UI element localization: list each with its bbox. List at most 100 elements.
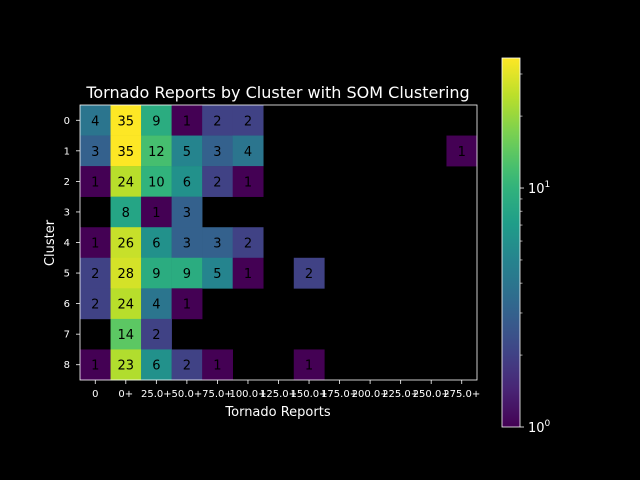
heatmap-cell xyxy=(110,105,142,136)
heatmap-cell xyxy=(171,227,203,259)
x-tick-label: 25.0+ xyxy=(141,389,172,400)
cell-value-label: 1 xyxy=(458,145,466,160)
heatmap-cell xyxy=(80,105,111,136)
cell-value-label: 6 xyxy=(183,175,191,190)
heatmap-cells: 4 35 9 1 2 23 35 12 5 3 4 11 24 10 6 2 18 1 31 26 6 3 3 22 28 9 9 5… xyxy=(80,105,478,381)
colorbar: 100 101 xyxy=(501,57,551,436)
cell-value-label: 2 xyxy=(244,114,252,129)
heatmap-cell xyxy=(202,227,233,259)
cell-value-label: 3 xyxy=(91,145,99,160)
cell-value-label: 28 xyxy=(118,267,135,282)
heatmap-cell xyxy=(171,135,203,167)
y-tick-label: 5 xyxy=(64,269,70,280)
heatmap-cell xyxy=(80,135,111,167)
cell-value-label: 35 xyxy=(118,114,135,129)
cell-value-label: 9 xyxy=(152,267,160,282)
cell-value-label: 24 xyxy=(118,298,135,313)
heatmap-cell xyxy=(80,166,111,197)
heatmap-cell xyxy=(446,135,478,167)
cell-value-label: 9 xyxy=(183,267,191,282)
x-axis-ticks: 0 0+ 25.0+ 50.0+ 75.0+100.0+125.0+150.0+175.… xyxy=(92,380,480,400)
y-axis-label: Cluster xyxy=(43,219,58,266)
heatmap-cell xyxy=(232,257,264,289)
y-axis-ticks: 0 1 2 3 4 5 6 7 8 xyxy=(64,116,80,371)
cell-value-label: 3 xyxy=(183,206,191,221)
heatmap-cell xyxy=(141,105,172,136)
y-tick-label: 4 xyxy=(64,238,70,249)
heatmap-cell xyxy=(171,105,203,136)
heatmap-cell xyxy=(202,135,233,167)
cell-value-label: 26 xyxy=(118,237,135,252)
heatmap-cell xyxy=(141,288,172,320)
x-tick-label: 200.0+ xyxy=(352,389,389,400)
heatmap-cell xyxy=(232,135,264,167)
x-tick-label: 275.0+ xyxy=(443,389,480,400)
heatmap-cell xyxy=(171,166,203,197)
heatmap-cell xyxy=(293,257,325,289)
cell-value-label: 1 xyxy=(183,114,191,129)
cell-value-label: 5 xyxy=(213,267,221,282)
heatmap-cell xyxy=(80,227,111,259)
heatmap-cell xyxy=(80,349,111,381)
colorbar-bar xyxy=(501,57,521,428)
cell-value-label: 2 xyxy=(305,267,313,282)
cell-value-label: 2 xyxy=(152,328,160,343)
cell-value-label: 4 xyxy=(244,145,252,160)
heatmap-cell xyxy=(110,288,142,320)
cell-value-label: 1 xyxy=(91,237,99,252)
heatmap-cell xyxy=(202,166,233,197)
heatmap-cell xyxy=(202,349,233,381)
cell-value-label: 8 xyxy=(122,206,130,221)
heatmap-cell xyxy=(110,196,142,228)
heatmap-cell xyxy=(141,257,172,289)
x-tick-label: 0+ xyxy=(118,389,133,400)
heatmap-cell xyxy=(202,105,233,136)
cell-value-label: 1 xyxy=(305,359,313,374)
cell-value-label: 2 xyxy=(91,267,99,282)
y-tick-label: 0 xyxy=(64,116,70,127)
cell-value-label: 35 xyxy=(118,145,135,160)
x-tick-label: 75.0+ xyxy=(202,389,233,400)
heatmap-cell xyxy=(110,257,142,289)
cell-value-label: 5 xyxy=(183,145,191,160)
cell-value-label: 1 xyxy=(244,175,252,190)
x-tick-label: 225.0+ xyxy=(382,389,419,400)
cell-value-label: 1 xyxy=(91,359,99,374)
heatmap-cell xyxy=(141,196,172,228)
y-tick-label: 6 xyxy=(64,299,70,310)
heatmap-cell xyxy=(110,349,142,381)
cell-value-label: 2 xyxy=(244,237,252,252)
cell-value-label: 1 xyxy=(244,267,252,282)
heatmap-cell xyxy=(171,257,203,289)
x-tick-label: 100.0+ xyxy=(229,389,266,400)
y-tick-label: 7 xyxy=(64,330,70,341)
heatmap-cell xyxy=(171,196,203,228)
x-tick-label: 0 xyxy=(92,389,98,400)
y-tick-label: 3 xyxy=(64,207,70,218)
cell-value-label: 3 xyxy=(213,237,221,252)
chart-title: Tornado Reports by Cluster with SOM Clus… xyxy=(85,83,469,102)
cell-value-label: 9 xyxy=(152,114,160,129)
heatmap-cell xyxy=(202,257,233,289)
x-tick-label: 250.0+ xyxy=(413,389,450,400)
plot-frame xyxy=(79,104,478,381)
heatmap-cell xyxy=(110,318,142,350)
cell-value-label: 10 xyxy=(148,175,165,190)
cell-value-label: 4 xyxy=(152,298,160,313)
heatmap-cell xyxy=(141,318,172,350)
heatmap-cell xyxy=(80,288,111,320)
y-tick-label: 1 xyxy=(64,146,70,157)
cell-value-label: 6 xyxy=(152,359,160,374)
heatmap-cell xyxy=(171,349,203,381)
cell-value-label: 2 xyxy=(183,359,191,374)
x-tick-label: 175.0+ xyxy=(321,389,358,400)
cell-value-label: 14 xyxy=(118,328,135,343)
cell-value-label: 4 xyxy=(91,114,99,129)
x-tick-label: 150.0+ xyxy=(291,389,328,400)
cell-value-label: 1 xyxy=(183,298,191,313)
cell-value-label: 1 xyxy=(152,206,160,221)
cell-value-label: 1 xyxy=(213,359,221,374)
cell-value-label: 3 xyxy=(213,145,221,160)
heatmap-cell xyxy=(171,288,203,320)
